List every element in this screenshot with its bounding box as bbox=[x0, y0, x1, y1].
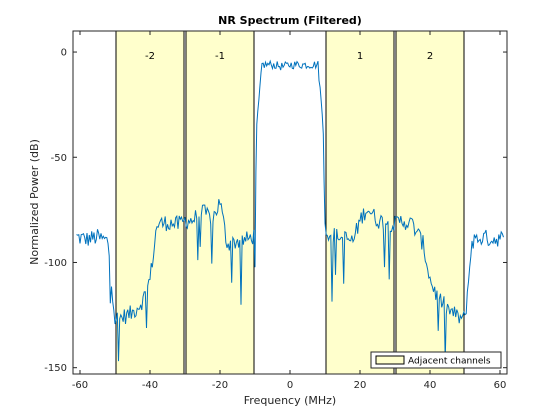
channel-label-1: 1 bbox=[357, 51, 363, 62]
x-tick-label: -40 bbox=[142, 380, 158, 391]
channel-label-2: 2 bbox=[427, 51, 433, 62]
channel-label--1: -1 bbox=[215, 51, 225, 62]
channel-label--2: -2 bbox=[145, 51, 155, 62]
legend: Adjacent channels bbox=[370, 351, 502, 369]
x-tick-label: 40 bbox=[424, 380, 437, 391]
x-tick-label: 0 bbox=[287, 380, 293, 391]
y-tick-label: -50 bbox=[51, 153, 67, 164]
channel-rect-2 bbox=[395, 30, 465, 375]
chart-title: NR Spectrum (Filtered) bbox=[218, 14, 362, 27]
x-tick-label: -60 bbox=[72, 380, 88, 391]
x-tick-label: 20 bbox=[354, 380, 367, 391]
legend-label: Adjacent channels bbox=[408, 357, 491, 367]
adjacent-channels: -2 -1 1 2 bbox=[115, 30, 465, 375]
spectrum-line bbox=[76, 59, 504, 362]
y-tick-label: -150 bbox=[44, 363, 67, 374]
legend-swatch bbox=[375, 355, 405, 365]
x-tick-label: -20 bbox=[212, 380, 228, 391]
channel-rect--2 bbox=[115, 30, 185, 375]
x-tick-label: 60 bbox=[494, 380, 507, 391]
y-axis-label: Normalized Power (dB) bbox=[28, 139, 41, 265]
y-tick-label: -100 bbox=[44, 258, 67, 269]
y-tick-label: 0 bbox=[61, 48, 67, 59]
axes: -60 -40 -20 0 20 40 60 -150 -100 -50 0 bbox=[44, 30, 508, 391]
spectrum-trace bbox=[76, 59, 504, 362]
channel-rect-1 bbox=[325, 30, 395, 375]
x-axis-label: Frequency (MHz) bbox=[244, 394, 336, 407]
